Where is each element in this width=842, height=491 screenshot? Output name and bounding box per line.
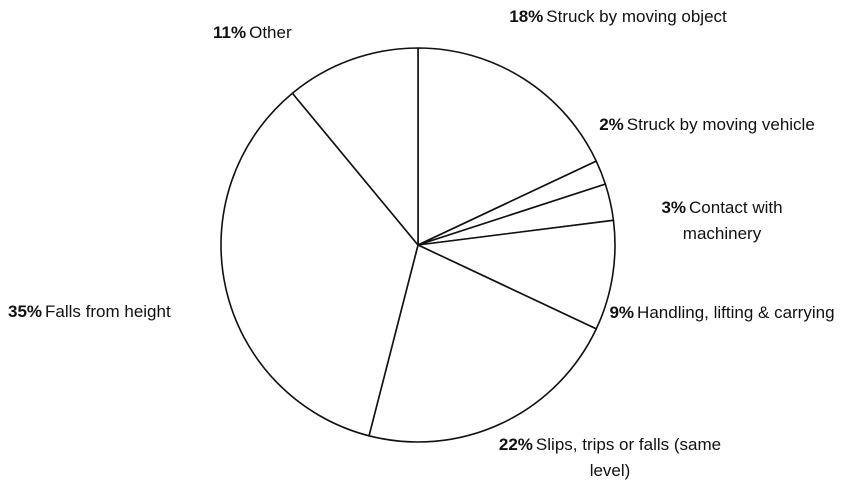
- value-label: 9%: [609, 303, 635, 322]
- slice-label: 3% Contact with machinery: [636, 195, 808, 247]
- category-label: Contact with machinery: [682, 198, 783, 243]
- value-label: 18%: [509, 7, 544, 26]
- category-label: Other: [249, 23, 292, 42]
- slice-label: 2% Struck by moving vehicle: [598, 112, 816, 138]
- slice-label: 18% Struck by moving object: [492, 4, 744, 30]
- value-label: 35%: [8, 302, 43, 321]
- slice-label: 9% Handling, lifting & carrying: [604, 300, 840, 326]
- pie-slice: [417, 47, 598, 246]
- slice-label: 11% Other: [213, 20, 292, 46]
- category-label: Handling, lifting & carrying: [637, 303, 835, 322]
- category-label: Struck by moving object: [546, 7, 727, 26]
- value-label: 11%: [213, 23, 247, 42]
- category-label: Struck by moving vehicle: [626, 115, 815, 134]
- value-label: 3%: [661, 198, 687, 217]
- category-label: Slips, trips or falls (same level): [535, 435, 722, 480]
- pie-slice: [417, 219, 616, 330]
- slice-label: 35% Falls from height: [8, 299, 171, 325]
- category-label: Falls from height: [45, 302, 171, 321]
- pie-slice: [368, 244, 598, 443]
- value-label: 2%: [599, 115, 624, 134]
- pie-slice: [220, 92, 419, 437]
- slice-label: 22% Slips, trips or falls (same level): [494, 432, 726, 484]
- pie-slice: [291, 47, 419, 246]
- value-label: 22%: [498, 435, 533, 454]
